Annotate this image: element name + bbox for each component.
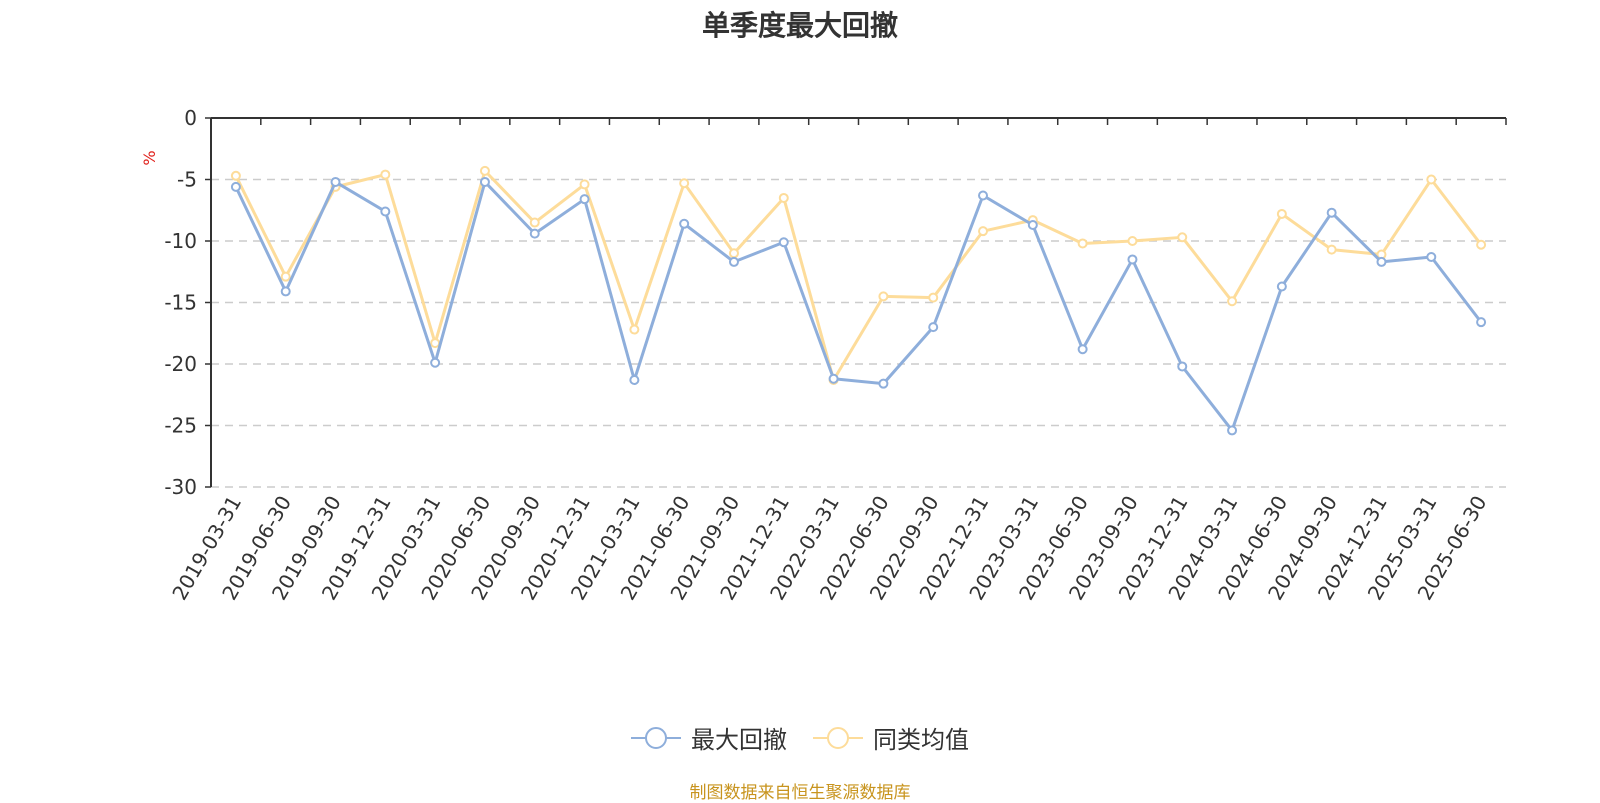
data-point (579, 179, 590, 190)
chart-title: 单季度最大回撤 (701, 9, 898, 42)
data-point (1227, 425, 1238, 436)
data-point (1476, 317, 1487, 328)
data-point (878, 291, 889, 302)
data-point (529, 228, 540, 239)
data-point (1326, 207, 1337, 218)
data-point (728, 256, 739, 267)
data-point (1177, 232, 1188, 243)
data-point (479, 165, 490, 176)
data-point (629, 324, 640, 335)
data-point (1276, 281, 1287, 292)
y-tick-label: -25 (164, 414, 197, 438)
data-point (579, 194, 590, 205)
series-line-1 (234, 169, 1483, 382)
data-point (1476, 239, 1487, 250)
legend-label-peer-average: 同类均值 (873, 726, 969, 754)
data-point (928, 292, 939, 303)
data-point (1326, 244, 1337, 255)
legend: 最大回撤 同类均值 (0, 720, 1600, 755)
data-point (878, 378, 889, 389)
data-point (430, 357, 441, 368)
legend-marker-peer-average (813, 726, 863, 749)
data-point (1227, 296, 1238, 307)
data-point (828, 373, 839, 384)
y-tick-label: -5 (177, 168, 197, 192)
data-point (1127, 254, 1138, 265)
data-point (1127, 236, 1138, 246)
data-point (728, 248, 739, 259)
data-point (679, 178, 690, 189)
data-point (679, 218, 690, 229)
data-point (1426, 251, 1437, 262)
data-point (928, 322, 939, 333)
data-point (330, 176, 341, 187)
legend-item-peer-average[interactable]: 同类均值 (813, 720, 969, 755)
data-point (1276, 208, 1287, 219)
source-note: 制图数据来自恒生聚源数据库 (689, 783, 911, 803)
data-point (430, 338, 441, 349)
y-tick-label: 0 (184, 106, 197, 130)
data-point (1077, 238, 1088, 249)
data-point (1177, 361, 1188, 372)
data-point (280, 271, 291, 282)
data-point (1376, 256, 1387, 267)
data-point (479, 176, 490, 187)
data-point (380, 206, 391, 217)
y-axis-unit: % (140, 150, 159, 165)
data-point (978, 226, 989, 237)
data-point (380, 169, 391, 180)
data-point (1426, 174, 1437, 185)
data-point (230, 181, 241, 192)
data-point (1077, 344, 1088, 355)
data-point (280, 286, 291, 297)
y-tick-label: -10 (164, 229, 197, 253)
data-point (629, 374, 640, 385)
data-point (529, 217, 540, 228)
y-tick-label: -30 (164, 475, 197, 499)
y-tick-label: -20 (164, 352, 197, 376)
y-tick-label: -15 (164, 291, 197, 315)
legend-marker-max-drawdown (631, 726, 681, 749)
data-point (1027, 220, 1038, 231)
data-point (778, 192, 789, 203)
legend-item-max-drawdown[interactable]: 最大回撤 (631, 720, 787, 755)
legend-label-max-drawdown: 最大回撤 (691, 726, 787, 754)
series-line-0 (234, 180, 1483, 432)
data-point (978, 190, 989, 201)
data-point (778, 237, 789, 248)
data-point (230, 170, 241, 181)
